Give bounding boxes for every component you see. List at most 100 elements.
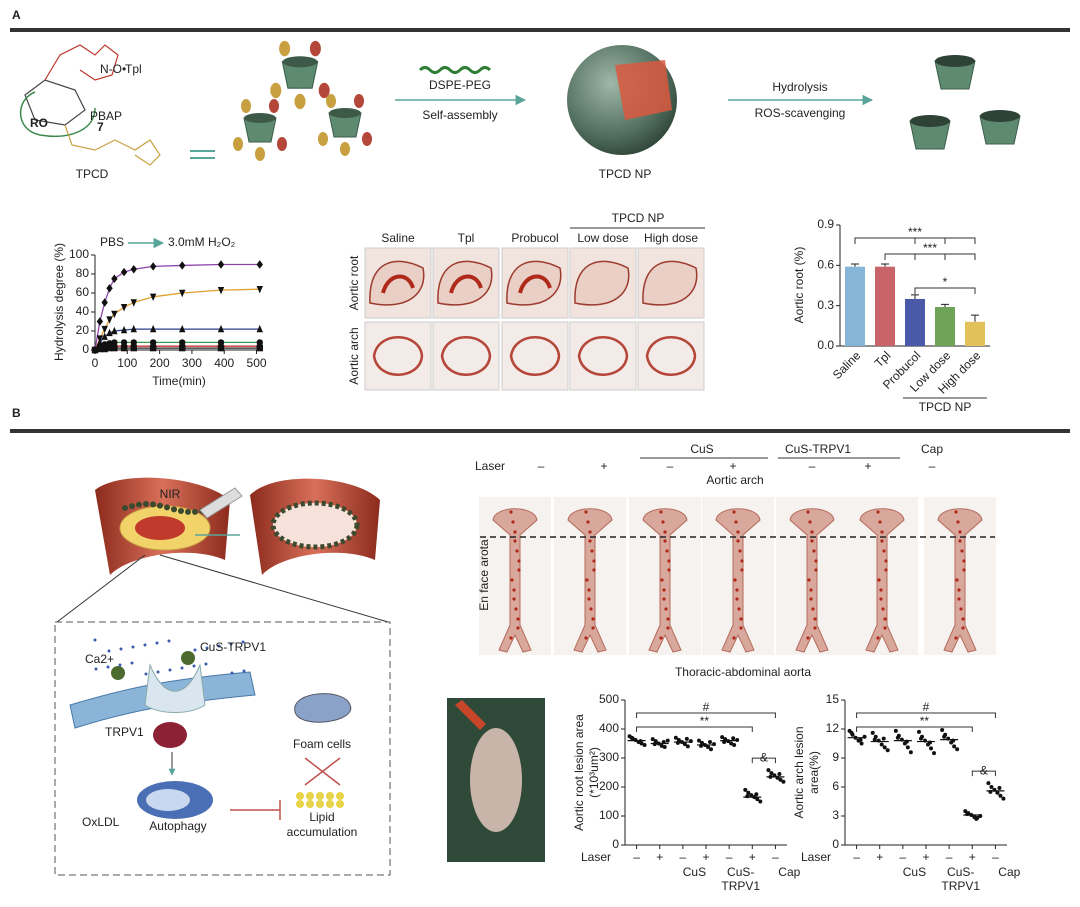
lesion-spot: [735, 588, 739, 592]
aorta: [937, 508, 983, 653]
dot: [872, 737, 877, 742]
lesion-spot: [592, 568, 596, 572]
series-line: [94, 288, 260, 351]
plaque-core: [135, 516, 185, 540]
lipid-droplet: [296, 792, 304, 800]
lesion-spot: [587, 597, 591, 601]
y-tick-label: 0.9: [817, 217, 834, 231]
scheme-label: CuS-TRPV1: [200, 640, 266, 654]
lesion-spot: [515, 549, 519, 553]
lesion-spot: [664, 607, 668, 611]
lesion-spot: [876, 510, 880, 514]
marker: [256, 344, 263, 352]
y-tick-label: 0.6: [817, 258, 834, 272]
y-axis-label: Hydrolysis degree (%): [52, 243, 66, 361]
lesion-spot: [878, 520, 882, 524]
lesion-spot: [883, 626, 887, 630]
dot: [858, 737, 863, 742]
nanoparticle-dot: [129, 503, 135, 510]
lesion-spot: [736, 539, 740, 543]
marker: [149, 262, 157, 271]
micrograph: [501, 321, 569, 391]
significance-bracket: [636, 726, 753, 732]
dot: [881, 736, 886, 741]
tissue: [642, 260, 698, 306]
significance: ***: [908, 225, 922, 239]
marker: [217, 324, 225, 333]
y-tick-label: 0: [82, 342, 89, 356]
y-tick-label: 100: [69, 247, 89, 261]
dot: [952, 744, 957, 749]
laser-label: Laser: [475, 459, 505, 473]
dot: [766, 768, 771, 773]
cone-top: [329, 108, 361, 118]
marker: [130, 265, 137, 274]
marker: [179, 289, 186, 298]
lesion-spot: [659, 636, 663, 640]
significance: **: [920, 714, 930, 728]
ion: [118, 663, 122, 667]
lesion-spot: [591, 626, 595, 630]
ion: [119, 647, 123, 651]
x-tick-label: 0: [92, 356, 99, 370]
lesion-spot: [667, 559, 671, 563]
lipid-droplet: [336, 792, 344, 800]
marker: [149, 344, 157, 352]
lesion-spot: [667, 568, 671, 572]
cone-arm: [279, 40, 291, 57]
lesion-spot: [814, 568, 818, 572]
dot: [708, 740, 712, 745]
cone-arm: [233, 137, 243, 151]
peg-chain: [418, 66, 492, 74]
tissue: [369, 260, 425, 306]
inhibit: [230, 800, 281, 820]
ion: [229, 642, 233, 646]
step-label: DSPE-PEG: [429, 78, 491, 92]
lipid-droplet: [306, 792, 314, 800]
tissue-ring: [645, 336, 697, 376]
cus-particle: [111, 666, 125, 680]
dot: [974, 816, 979, 821]
dot: [684, 736, 689, 741]
group-label: CuS-TRPV1: [785, 442, 851, 456]
marker: [179, 261, 186, 270]
lesion-spot: [732, 636, 736, 640]
y-tick-label: 400: [599, 721, 619, 735]
y-axis-label: area(%): [807, 751, 821, 794]
ion: [205, 646, 209, 650]
scheme-label: Autophagy: [149, 819, 206, 833]
y-tick-label: 20: [76, 323, 90, 337]
autophagosome-inner: [146, 789, 190, 811]
scheme-label: Lipid: [309, 810, 334, 824]
significance-bracket: [856, 712, 996, 718]
lipid-droplet: [326, 800, 334, 808]
x-tick-label: 100: [117, 356, 137, 370]
lesion-spot: [734, 520, 738, 524]
significance-bracket: [856, 726, 973, 732]
x-tick-label: –: [680, 850, 687, 864]
aorta-label: Thoracic-abdominal aorta: [675, 665, 811, 679]
tissue-ring: [440, 336, 492, 376]
x-tick-label: –: [853, 850, 860, 864]
lesion-spot: [960, 549, 964, 553]
y-axis-label: Aortic arch lesion: [792, 726, 806, 818]
marker: [111, 274, 118, 283]
dot: [955, 747, 960, 752]
dot: [932, 751, 936, 756]
significance: #: [703, 700, 710, 714]
significance-bracket: [971, 770, 996, 777]
lesion-spot: [516, 617, 520, 621]
x-tick-label: 500: [247, 356, 267, 370]
marker: [130, 324, 137, 333]
column-label: Probucol: [511, 231, 558, 245]
nanoparticle-dot: [178, 508, 184, 515]
y-tick-label: 0: [832, 837, 839, 851]
nanoparticle-dot: [136, 501, 142, 508]
laser-sign: –: [667, 459, 674, 473]
y-axis-label: Aortic root (%): [792, 247, 806, 324]
marker: [256, 286, 263, 294]
scheme-label: accumulation: [287, 825, 358, 839]
ion: [192, 664, 196, 668]
dot: [662, 744, 667, 749]
pbap-group: [64, 124, 161, 166]
